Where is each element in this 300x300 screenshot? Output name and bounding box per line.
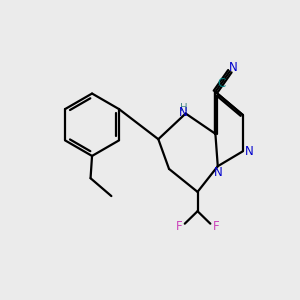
Text: N: N bbox=[179, 106, 188, 119]
Text: N: N bbox=[214, 166, 223, 179]
Text: N: N bbox=[245, 145, 254, 158]
Text: N: N bbox=[229, 61, 238, 74]
Text: C: C bbox=[217, 77, 225, 90]
Text: H: H bbox=[179, 103, 187, 113]
Text: F: F bbox=[213, 220, 220, 232]
Text: F: F bbox=[176, 220, 182, 232]
